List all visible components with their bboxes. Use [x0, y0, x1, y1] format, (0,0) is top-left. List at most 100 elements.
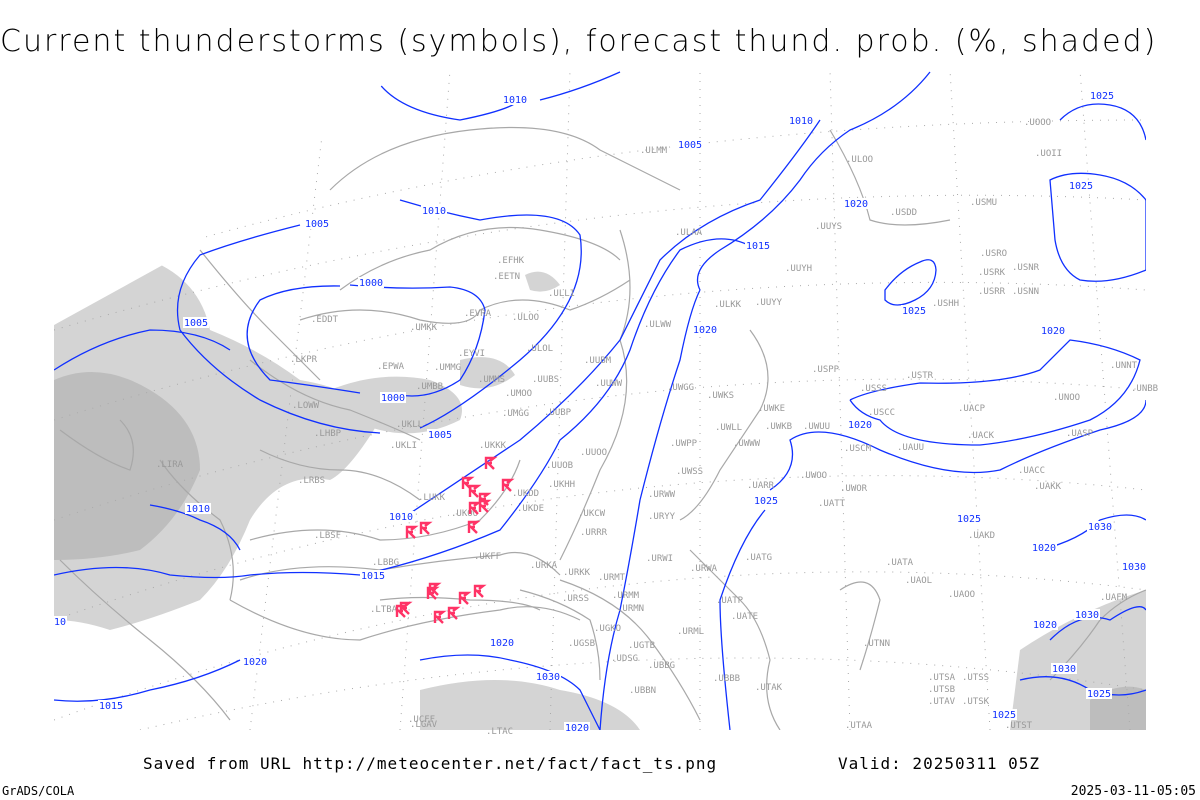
- isobar-label-background: [1051, 663, 1077, 674]
- isobar-label-background: [1068, 180, 1094, 191]
- thunderstorm-symbol: [395, 604, 409, 618]
- isobar-label-background: [1087, 521, 1113, 532]
- station-label: .USNR: [1012, 263, 1040, 273]
- station-label: .EPWA: [377, 362, 405, 372]
- station-label: .UTST: [1005, 721, 1033, 731]
- station-label: .URRR: [580, 528, 608, 538]
- station-label: .ULKK: [714, 300, 742, 310]
- isobar-label: 1030: [536, 672, 560, 683]
- thunderstorm-probability-shading: [54, 260, 1146, 730]
- isobar-label: 1020: [1032, 543, 1056, 554]
- station-label: .UKCW: [578, 509, 606, 519]
- station-label: .UGSB: [568, 639, 595, 649]
- station-label: .ULOO: [512, 313, 539, 323]
- station-label: .UWKE: [758, 404, 785, 414]
- isobar-label: 1005: [184, 318, 208, 329]
- isobar-label-background: [843, 198, 869, 209]
- isobar-label-background: [753, 495, 779, 506]
- thunderstorm-symbol: [419, 521, 433, 535]
- station-label: .UAKD: [968, 531, 995, 541]
- station-label: .URWA: [690, 564, 718, 574]
- station-label: .LGAV: [410, 720, 438, 730]
- station-label: .UATT: [818, 499, 846, 509]
- isobar-label-background: [489, 637, 515, 648]
- station-label: .UTSA: [928, 673, 956, 683]
- station-label: .UTAA: [845, 721, 873, 731]
- isobar-label: 1025: [754, 496, 778, 507]
- isobar-label: 1020: [844, 199, 868, 210]
- station-label: .UWUU: [803, 422, 830, 432]
- isobar-label-background: [1032, 619, 1058, 630]
- station-label: .USCM: [844, 444, 872, 454]
- isobar-label: 1030: [1088, 522, 1112, 533]
- lat-lon-grid: [54, 70, 1146, 730]
- station-label: .LBSF: [314, 531, 341, 541]
- station-label: .LIRA: [156, 460, 184, 470]
- isobar-label: 1010: [186, 504, 210, 515]
- station-label: .LKPR: [290, 355, 318, 365]
- station-label: .UTSK: [962, 697, 990, 707]
- isobar-label: 1020: [1033, 620, 1057, 631]
- station-label: .URKK: [563, 568, 591, 578]
- station-label: .EFHK: [497, 256, 525, 266]
- coastlines: [59, 126, 1146, 730]
- station-label: .UATA: [886, 558, 914, 568]
- isobar-label-background: [1040, 325, 1066, 336]
- station-label: .UWSS: [676, 467, 703, 477]
- isobar-labels: 1010100510101005100010001005100510101010…: [53, 90, 1147, 734]
- isobar-label-background: [358, 277, 384, 288]
- station-label: .UTNN: [863, 639, 890, 649]
- station-label: .UTAK: [755, 683, 783, 693]
- isobar-label: 1020: [565, 723, 589, 734]
- isobar-label: 1010: [422, 206, 446, 217]
- station-label: .LRBS: [298, 476, 325, 486]
- station-label: .URSS: [562, 594, 589, 604]
- station-label: .URKA: [530, 561, 558, 571]
- station-label: .UUBM: [584, 356, 612, 366]
- isobar-label: 1030: [1075, 610, 1099, 621]
- station-label: .ULAA: [675, 228, 703, 238]
- isobar-label: 1020: [693, 325, 717, 336]
- station-label: .UDSG: [611, 654, 638, 664]
- isobar-label-background: [1086, 688, 1112, 699]
- station-label: .UACC: [1018, 466, 1045, 476]
- station-label: .UKDE: [517, 504, 544, 514]
- isobar-label-background: [183, 317, 209, 328]
- station-label: .UBBN: [629, 686, 656, 696]
- station-label: .UAUU: [897, 443, 924, 453]
- station-label: .UWGG: [667, 383, 694, 393]
- isobar-label-background: [745, 240, 771, 251]
- station-label: .UAOL: [905, 576, 932, 586]
- station-label: .LTBA: [370, 605, 398, 615]
- station-label: .UKLL: [396, 420, 423, 430]
- thunderstorm-symbol: [468, 484, 482, 498]
- station-label: .UWWW: [733, 439, 761, 449]
- station-label: .ULMM: [640, 146, 668, 156]
- thunderstorm-symbol: [484, 456, 498, 470]
- station-label: .LBBG: [372, 558, 399, 568]
- station-label: .UMOO: [505, 389, 532, 399]
- isobar-label: 1000: [381, 393, 405, 404]
- isobar-label: 10: [54, 617, 66, 628]
- station-label: .USTR: [906, 371, 934, 381]
- generation-timestamp: 2025-03-11-05:05: [1070, 784, 1196, 799]
- thunderstorm-symbol: [478, 499, 492, 513]
- isobar-label-background: [901, 305, 927, 316]
- station-label: .UKFF: [474, 552, 501, 562]
- station-label: .UKDD: [512, 489, 539, 499]
- station-label: .URMN: [617, 604, 644, 614]
- station-label: .UOII: [1035, 149, 1062, 159]
- station-label: .UMMG: [434, 363, 461, 373]
- isobar-label: 1025: [902, 306, 926, 317]
- station-label: .USSS: [860, 384, 887, 394]
- station-label: .EVRA: [464, 309, 492, 319]
- station-label: .UBBG: [648, 661, 675, 671]
- isobar-label-background: [1031, 542, 1057, 553]
- station-label: .UWOO: [800, 471, 827, 481]
- isobar-label: 1025: [1087, 689, 1111, 700]
- station-label: .USHH: [932, 299, 959, 309]
- station-label: .USRO: [980, 249, 1007, 259]
- isobar-label-background: [991, 709, 1017, 720]
- station-label: .UATP: [716, 596, 744, 606]
